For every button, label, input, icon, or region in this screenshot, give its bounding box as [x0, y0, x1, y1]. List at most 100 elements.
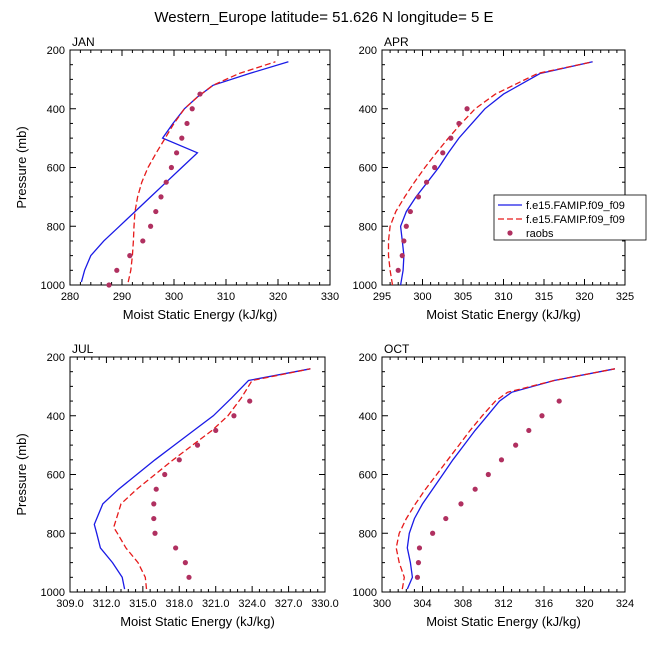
raobs-point [415, 560, 422, 566]
panel-apr: 295 300 305 310 315 320 325 200 400 600 800 1000 APR… [353, 35, 635, 322]
raobs-point [213, 427, 219, 434]
legend: f.e15.FAMIP.f09_f09 f.e15.FAMIP.f09_f09ra… [493, 194, 647, 241]
y-tick-label: 600 [359, 163, 377, 175]
plot-frame [381, 49, 626, 286]
x-axis-label: Moist Static Energy (kJ/kg) [426, 614, 581, 629]
legend-label: raobs [526, 228, 554, 240]
x-tick-label: 308 [454, 598, 472, 610]
y-tick-label: 400 [359, 411, 377, 423]
x-tick-label: 300 [373, 598, 391, 610]
raobs-point [174, 150, 180, 156]
x-tick-label: 320 [575, 598, 593, 610]
x-axis-label: Moist Static Energy (kJ/kg) [123, 307, 278, 322]
panel-title: JAN [72, 35, 95, 49]
y-tick-label: 400 [47, 411, 65, 423]
raobs-point [140, 238, 146, 244]
raobs-point [186, 574, 192, 580]
raobs-point [127, 253, 133, 259]
figure-title: Western_Europe latitude= 51.626 N longit… [154, 9, 493, 26]
x-tick-label: 320 [575, 291, 593, 303]
x-tick-label: 321.0 [202, 598, 230, 610]
panel-jan: 280 290 300 310 320 330 200 400 600 800 1000 JAN Moi… [14, 35, 339, 322]
x-tick-label: 312 [494, 598, 512, 610]
plot-frame [69, 49, 331, 286]
series-line-dashed [112, 368, 311, 590]
y-tick-label: 1000 [41, 587, 65, 599]
x-tick-label: 310 [217, 291, 235, 303]
x-tick-label: 312.0 [93, 598, 121, 610]
x-tick-label: 316 [535, 598, 553, 610]
raobs-point [556, 398, 562, 404]
raobs-point [498, 457, 505, 463]
plot-frame [381, 356, 626, 593]
y-tick-label: 200 [47, 352, 65, 364]
raobs-point [401, 238, 407, 244]
y-axis-label: Pressure (mb) [14, 433, 29, 515]
raobs-point [231, 413, 237, 419]
x-tick-label: 324.0 [238, 598, 266, 610]
raobs-point [197, 91, 203, 97]
raobs-point [182, 560, 188, 566]
panel-title: APR [384, 35, 409, 49]
y-tick-label: 800 [359, 221, 377, 233]
y-tick-label: 200 [359, 352, 377, 364]
raobs-point [163, 179, 169, 185]
raobs-point [539, 413, 545, 419]
series-line-solid [80, 61, 289, 283]
raobs-point [456, 120, 462, 127]
x-axis-label: Moist Static Energy (kJ/kg) [426, 307, 581, 322]
x-tick-label: 325 [616, 291, 634, 303]
x-tick-label: 309.0 [56, 598, 84, 610]
series-line-solid [406, 368, 616, 590]
raobs-point [114, 267, 120, 273]
x-tick-label: 324 [616, 598, 634, 610]
x-tick-label: 305 [454, 291, 472, 303]
panel-oct: 300 304 308 312 316 320 324 200 400 600 800 1000 OCT… [353, 342, 635, 629]
raobs-point [526, 427, 532, 434]
raobs-point [158, 194, 164, 200]
x-tick-label: 315.0 [129, 598, 157, 610]
raobs-point [399, 253, 405, 259]
raobs-point [179, 135, 185, 141]
x-tick-label: 310 [494, 291, 512, 303]
x-tick-label: 300 [413, 291, 431, 303]
raobs-point [173, 545, 179, 551]
raobs-point [485, 471, 491, 478]
raobs-point [430, 530, 436, 536]
x-tick-label: 330 [321, 291, 339, 303]
x-tick-label: 304 [413, 598, 431, 610]
raobs-point [153, 208, 159, 215]
series-line-dashed [395, 368, 616, 590]
raobs-point [148, 223, 154, 229]
y-tick-label: 800 [359, 528, 377, 540]
x-tick-label: 300 [165, 291, 183, 303]
raobs-point [448, 135, 454, 141]
y-tick-label: 600 [47, 163, 65, 175]
raobs-point [106, 282, 112, 288]
raobs-point [423, 179, 430, 185]
y-tick-label: 400 [359, 104, 377, 116]
y-tick-label: 800 [47, 528, 65, 540]
legend-label: f.e15.FAMIP.f09_f09 [526, 214, 625, 226]
x-tick-label: 315 [535, 291, 553, 303]
raobs-point [443, 515, 449, 522]
raobs-point [416, 545, 423, 551]
raobs-point [395, 267, 401, 273]
y-tick-label: 600 [47, 470, 65, 482]
panel-title: OCT [384, 342, 410, 356]
y-tick-label: 200 [359, 45, 377, 57]
raobs-point [162, 471, 168, 478]
y-tick-label: 1000 [353, 587, 377, 599]
y-tick-label: 1000 [41, 280, 65, 292]
raobs-point [414, 574, 421, 580]
raobs-point [168, 164, 174, 171]
panel-jul: 309.0 312.0 315.0 318.0 321.0 324.0 327.0 330.0… [14, 342, 339, 629]
x-tick-label: 290 [113, 291, 131, 303]
x-tick-label: 295 [373, 291, 391, 303]
legend-marker-raobs [507, 230, 513, 236]
raobs-point [458, 501, 464, 507]
series-line-dashed [387, 61, 593, 286]
raobs-point [151, 501, 157, 507]
legend-label: f.e15.FAMIP.f09_f09 [526, 200, 625, 212]
